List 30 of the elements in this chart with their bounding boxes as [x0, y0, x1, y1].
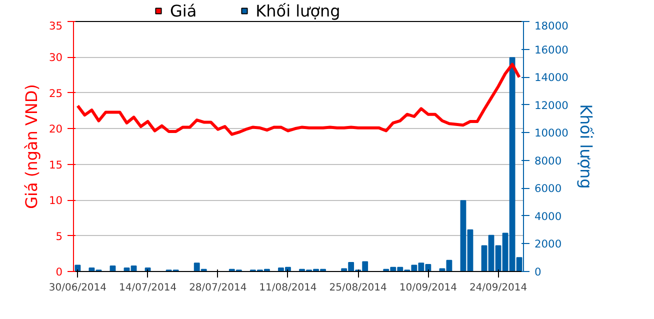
y2-tick-label: 4000 [534, 210, 562, 223]
y-tick-label: 15 [48, 158, 63, 172]
x-tick-label: 24/09/2014 [469, 282, 528, 294]
y-axis-title: Giá (ngàn VND) [22, 84, 41, 209]
y2-tick-label: 0 [534, 266, 542, 278]
y2-tick-label: 6000 [534, 182, 562, 196]
y2-tick-label: 16000 [534, 43, 569, 56]
x-tick-label: 10/09/2014 [399, 282, 457, 294]
line-series [76, 62, 521, 136]
x-tick-label: 25/08/2014 [329, 282, 387, 294]
y2-tick-label: 12000 [534, 98, 569, 112]
legend-label: Khối lượng [256, 1, 340, 20]
y-tick-label: 0 [56, 266, 63, 278]
y-tick-label: 5 [56, 230, 62, 243]
y-tick-label: 10 [48, 194, 63, 208]
y2-tick-label: 10000 [534, 126, 569, 140]
x-tick-label: 30/06/2014 [48, 282, 107, 294]
x-tick-label: 28/07/2014 [189, 282, 247, 294]
y2-tick-label: 2000 [534, 238, 562, 251]
x-tick-label: 11/08/2014 [259, 282, 317, 294]
x-tick-label: 14/07/2014 [118, 282, 177, 294]
legend-label: Giá [170, 1, 197, 20]
y-tick-label: 35 [48, 20, 63, 32]
y-tick-label: 25 [48, 86, 63, 100]
y2-tick-label: 14000 [534, 71, 569, 84]
y2-tick-label: 18000 [534, 20, 569, 32]
y-tick-label: 20 [48, 122, 63, 136]
y2-axis-title: Khối lượng [576, 104, 596, 189]
y-tick-label: 30 [48, 51, 63, 64]
y2-tick-label: 8000 [534, 154, 562, 168]
